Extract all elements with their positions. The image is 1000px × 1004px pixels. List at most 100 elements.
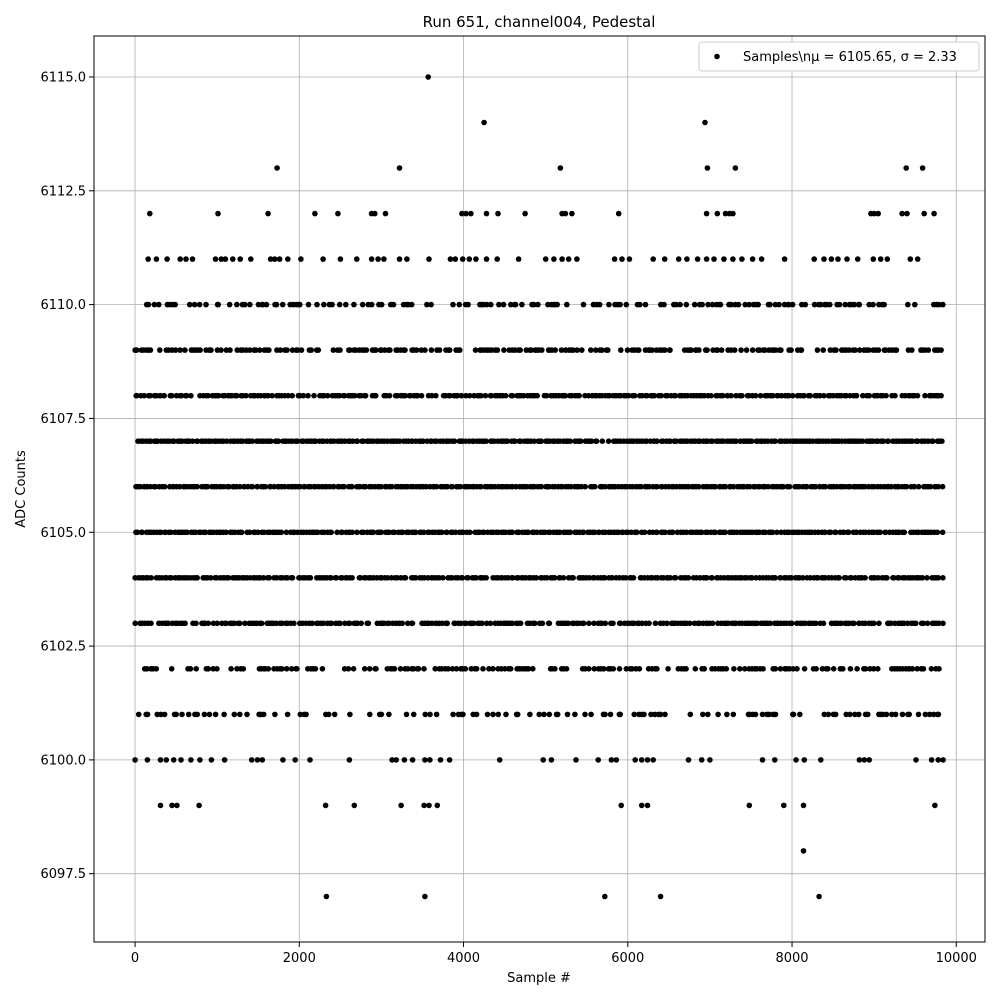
- data-point: [294, 666, 300, 672]
- data-point: [593, 438, 600, 445]
- data-point: [164, 256, 170, 262]
- data-point: [930, 438, 936, 445]
- data-point: [544, 575, 550, 581]
- data-point: [931, 210, 937, 217]
- data-point: [465, 301, 471, 308]
- data-point: [746, 301, 752, 308]
- data-point: [402, 392, 409, 399]
- data-point: [759, 711, 766, 718]
- data-point: [184, 529, 190, 536]
- data-point: [915, 483, 922, 490]
- data-point: [337, 347, 343, 353]
- data-point: [446, 347, 453, 353]
- data-point: [548, 757, 555, 763]
- data-point: [570, 575, 576, 581]
- data-point: [853, 392, 860, 399]
- data-point: [840, 666, 846, 672]
- data-point: [685, 757, 692, 763]
- data-point: [528, 347, 534, 353]
- data-point: [194, 438, 201, 445]
- data-point: [838, 620, 844, 627]
- data-point: [820, 347, 826, 353]
- data-point: [393, 757, 400, 763]
- data-point: [459, 256, 466, 262]
- data-point: [909, 666, 916, 672]
- data-point: [366, 666, 373, 672]
- data-point: [664, 620, 670, 627]
- data-point: [372, 210, 378, 217]
- data-point: [884, 575, 890, 581]
- data-point: [632, 757, 638, 763]
- data-point: [325, 711, 332, 718]
- data-point: [479, 620, 485, 627]
- x-tick-label: 10000: [936, 951, 977, 966]
- data-point: [657, 893, 664, 900]
- data-point: [862, 575, 868, 581]
- data-point: [368, 301, 375, 308]
- data-point: [226, 301, 233, 308]
- data-point: [312, 438, 319, 445]
- data-point: [772, 666, 779, 672]
- data-point: [197, 347, 203, 353]
- data-point: [148, 620, 154, 627]
- data-point: [177, 347, 183, 353]
- data-point: [473, 666, 480, 672]
- data-point: [772, 575, 778, 581]
- data-point: [703, 210, 710, 217]
- data-point: [739, 392, 745, 399]
- data-point: [307, 757, 313, 763]
- data-point: [292, 757, 299, 763]
- data-point: [602, 575, 608, 581]
- data-point: [618, 347, 624, 353]
- data-point: [283, 666, 290, 672]
- data-point: [738, 347, 744, 353]
- data-point: [241, 301, 248, 308]
- data-point: [205, 666, 212, 672]
- data-point: [827, 301, 833, 308]
- data-point: [694, 256, 701, 262]
- data-point: [171, 438, 177, 445]
- data-point: [223, 438, 230, 445]
- data-point: [698, 757, 705, 763]
- data-point: [788, 575, 795, 581]
- data-point: [798, 347, 805, 353]
- data-point: [378, 301, 385, 308]
- data-point: [403, 711, 410, 718]
- data-point: [349, 483, 355, 490]
- data-point: [742, 301, 748, 308]
- data-point: [449, 666, 456, 672]
- data-point: [189, 438, 196, 445]
- data-point: [646, 620, 652, 627]
- data-point: [876, 620, 882, 627]
- data-point: [248, 757, 255, 763]
- data-point: [642, 301, 649, 308]
- data-point: [525, 529, 532, 536]
- data-point: [328, 575, 334, 581]
- data-point: [845, 529, 852, 536]
- data-point: [940, 301, 946, 308]
- data-point: [347, 711, 353, 718]
- data-point: [378, 711, 385, 718]
- data-point: [349, 529, 356, 536]
- data-point: [432, 666, 439, 672]
- data-point: [919, 165, 926, 171]
- data-point: [752, 392, 759, 399]
- data-point: [551, 256, 557, 262]
- data-point: [662, 711, 668, 718]
- data-point: [427, 757, 433, 763]
- data-point: [362, 392, 369, 399]
- data-point: [402, 575, 409, 581]
- data-point: [496, 757, 503, 763]
- data-point: [484, 711, 491, 718]
- data-point: [161, 483, 168, 490]
- data-point: [588, 347, 594, 353]
- data-point: [466, 256, 473, 262]
- data-point: [490, 666, 496, 672]
- data-point: [699, 301, 705, 308]
- data-point: [622, 575, 629, 581]
- data-point: [767, 301, 773, 308]
- data-point: [308, 347, 315, 353]
- data-point: [714, 210, 721, 217]
- data-point: [207, 575, 214, 581]
